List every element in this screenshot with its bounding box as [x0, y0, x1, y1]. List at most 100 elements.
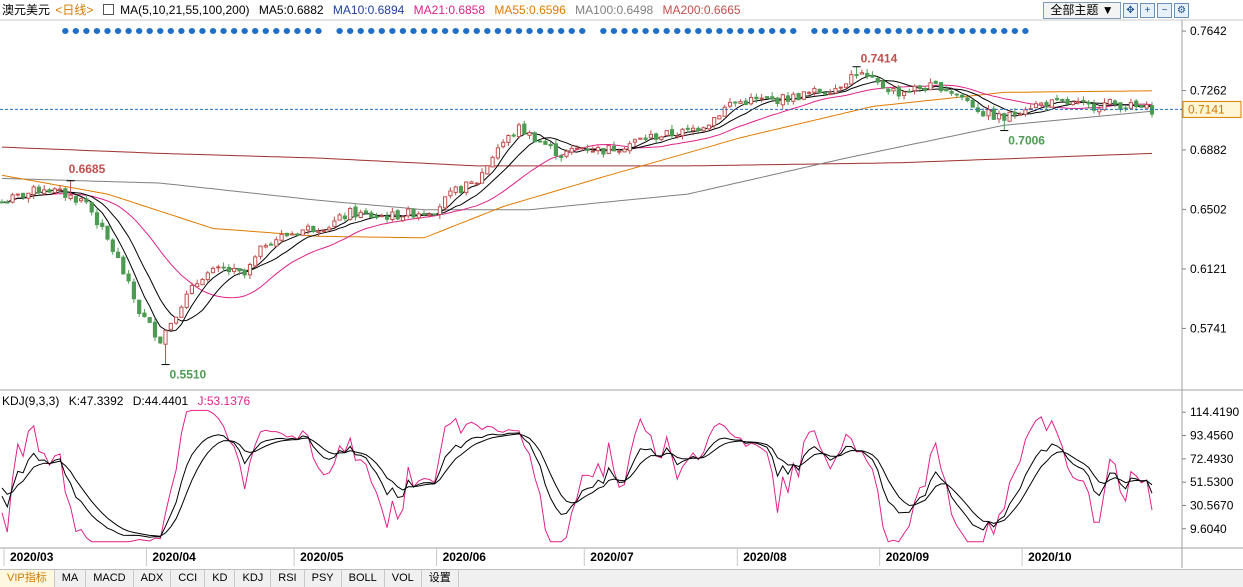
candle-body [1039, 102, 1044, 106]
tab-boll[interactable]: BOLL [342, 570, 385, 587]
zoom-in-icon[interactable]: + [1140, 3, 1155, 18]
tab-rsi[interactable]: RSI [271, 570, 305, 587]
candle-body [327, 227, 332, 231]
candle-body [79, 198, 84, 202]
theme-dropdown[interactable]: 全部主题 ▼ [1043, 2, 1121, 19]
candle-body [1081, 99, 1086, 103]
zoom-out-icon[interactable]: − [1157, 3, 1172, 18]
signal-dot [199, 28, 206, 34]
candle-body [1139, 104, 1144, 108]
tab-vip[interactable]: VIP指标 [0, 570, 55, 587]
signal-dot [853, 28, 860, 34]
candle-body [770, 96, 775, 100]
candle-body [379, 215, 384, 218]
signal-dot [315, 28, 322, 34]
candle-body [1070, 101, 1076, 106]
kdj-j-value: J:53.1376 [197, 394, 251, 408]
current-price-label: 0.7141 [1188, 102, 1225, 116]
candle-body [110, 239, 115, 252]
time-tick-label: 2020/10 [1028, 550, 1072, 564]
candle-body [73, 196, 79, 203]
candle-body [480, 172, 485, 184]
candle-body [733, 101, 738, 104]
signal-dot [747, 28, 755, 34]
signal-dot [441, 28, 449, 34]
candle-body [390, 211, 395, 220]
candle-body [791, 93, 796, 102]
candle-body [712, 117, 717, 127]
signal-dot [1001, 28, 1008, 34]
candle-body [321, 230, 326, 232]
candle-body [590, 150, 595, 153]
candle-body [527, 132, 532, 136]
tab-ma[interactable]: MA [55, 570, 87, 587]
candle-body [474, 182, 479, 185]
signal-dot [378, 28, 386, 34]
candle-body [1091, 103, 1097, 111]
time-tick-label: 2020/08 [743, 550, 787, 564]
tab-psy[interactable]: PSY [305, 570, 342, 587]
settings-icon[interactable]: ⚙ [1174, 3, 1189, 18]
candle-body [174, 316, 179, 324]
candle-body [295, 233, 300, 236]
candle-body [559, 155, 564, 158]
secondary-high-annotation-label: 0.6685 [69, 162, 106, 176]
candle-body [680, 128, 685, 137]
signal-dot [252, 28, 259, 34]
ma200-line [1, 146, 1153, 167]
candle-body [453, 186, 458, 193]
candle-body [585, 148, 590, 151]
signal-dot [125, 28, 132, 34]
signal-dot [1022, 28, 1029, 34]
candle-body [775, 97, 780, 104]
candle-body [242, 269, 247, 276]
tab-macd[interactable]: MACD [86, 570, 134, 587]
move-tool-icon[interactable]: ✥ [1123, 3, 1138, 18]
signal-dot [895, 28, 902, 34]
candle-body [701, 127, 706, 132]
period-label[interactable]: <日线> [55, 3, 94, 17]
signal-dot [652, 28, 660, 34]
candle-body [617, 150, 622, 153]
time-tick-label: 2020/05 [300, 550, 344, 564]
candle-body [1023, 109, 1028, 115]
candle-body [501, 141, 506, 148]
tab-kd[interactable]: KD [205, 570, 236, 587]
candle-body [1144, 104, 1149, 109]
ma100-line [1, 110, 1153, 211]
signal-dot [927, 28, 934, 34]
tab-vol[interactable]: VOL [385, 570, 422, 587]
signal-dot [294, 28, 301, 34]
signal-dot [674, 28, 681, 34]
candle-body [648, 133, 653, 139]
candle-body [1065, 99, 1070, 105]
signal-dot [463, 28, 470, 34]
candle-body [126, 273, 131, 282]
candle-body [31, 186, 36, 195]
candle-body [142, 312, 147, 318]
time-tick-label: 2020/09 [886, 550, 930, 564]
candle-body [0, 201, 5, 204]
candle-body [353, 206, 358, 218]
signal-dot [842, 28, 850, 34]
candle-body [875, 78, 880, 83]
signal-dot [568, 28, 575, 34]
kdj-title: KDJ(9,3,3) [2, 394, 60, 408]
tab-adx[interactable]: ADX [134, 570, 172, 587]
tab-settings[interactable]: 设置 [422, 570, 459, 587]
candle-body [137, 299, 142, 315]
tab-kdj[interactable]: KDJ [235, 570, 272, 587]
candle-body [822, 92, 828, 95]
candle-body [495, 147, 500, 159]
candle-body [305, 225, 311, 231]
signal-dot [399, 28, 407, 34]
indicator-tabs: VIP指标 MA MACD ADX CCI KD KDJ RSI PSY BOL… [0, 569, 1243, 587]
tab-cci[interactable]: CCI [171, 570, 206, 587]
candle-body [933, 80, 938, 84]
ma-checkbox-icon[interactable] [102, 4, 114, 15]
candle-body [807, 91, 812, 94]
candle-body [443, 196, 448, 209]
signal-dot [821, 28, 829, 34]
